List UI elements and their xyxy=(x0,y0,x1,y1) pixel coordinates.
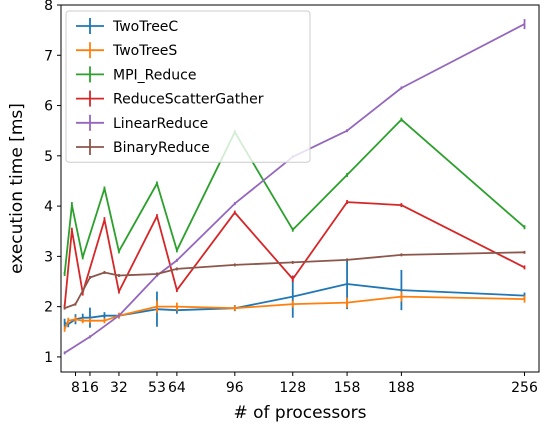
x-tick-label: 8 xyxy=(71,380,80,396)
series-line xyxy=(63,295,525,330)
legend-box xyxy=(65,10,311,163)
series-5 xyxy=(63,250,526,310)
y-axis-ticks: 1 2 3 4 5 6 7 8 xyxy=(44,0,61,366)
x-axis-label: # of processors xyxy=(233,403,366,423)
series-1 xyxy=(63,291,526,332)
x-tick-label: 188 xyxy=(388,380,415,396)
y-tick-label: 7 xyxy=(44,48,53,64)
series-0 xyxy=(63,258,526,328)
x-tick-label: 128 xyxy=(279,380,306,396)
legend-item: LinearReduce xyxy=(76,114,208,132)
y-tick-label: 2 xyxy=(44,300,53,316)
legend-label: TwoTreeS xyxy=(112,43,177,59)
legend-label: BinaryReduce xyxy=(113,140,210,156)
x-tick-label: 32 xyxy=(110,380,128,396)
x-tick-label: 64 xyxy=(168,380,186,396)
y-tick-label: 1 xyxy=(44,350,53,366)
x-tick-label: 16 xyxy=(81,380,99,396)
y-tick-label: 5 xyxy=(44,149,53,165)
legend-label: TwoTreeC xyxy=(112,19,178,35)
y-tick-label: 3 xyxy=(44,249,53,265)
legend-item: MPI_Reduce xyxy=(76,66,196,83)
legend-label: ReduceScatterGather xyxy=(113,92,264,108)
x-axis-ticks: 8 16 32 53 64 96 128 158 188 256 xyxy=(71,372,538,396)
legend-item: TwoTreeS xyxy=(76,42,177,59)
plot-area-frame xyxy=(60,4,540,373)
y-axis-label: execution time [ms] xyxy=(7,103,27,274)
legend-item: ReduceScatterGather xyxy=(76,90,264,108)
x-tick-label: 53 xyxy=(148,380,166,396)
series-layer xyxy=(63,19,526,355)
y-tick-label: 6 xyxy=(44,99,53,115)
legend: TwoTreeC TwoTreeS MPI_Reduce ReduceScatterG… xyxy=(65,10,311,163)
y-tick-label: 8 xyxy=(44,0,53,14)
legend-label: MPI_Reduce xyxy=(113,67,196,83)
x-tick-label: 96 xyxy=(226,380,244,396)
legend-item: TwoTreeC xyxy=(76,18,178,35)
legend-item: BinaryReduce xyxy=(76,139,210,156)
series-line xyxy=(64,251,525,310)
series-line xyxy=(63,201,525,307)
x-tick-label: 256 xyxy=(511,380,538,396)
x-tick-label: 158 xyxy=(334,380,361,396)
series-line xyxy=(64,23,525,354)
series-line xyxy=(63,118,526,275)
legend-label: LinearReduce xyxy=(113,116,208,132)
y-tick-label: 4 xyxy=(44,199,53,215)
